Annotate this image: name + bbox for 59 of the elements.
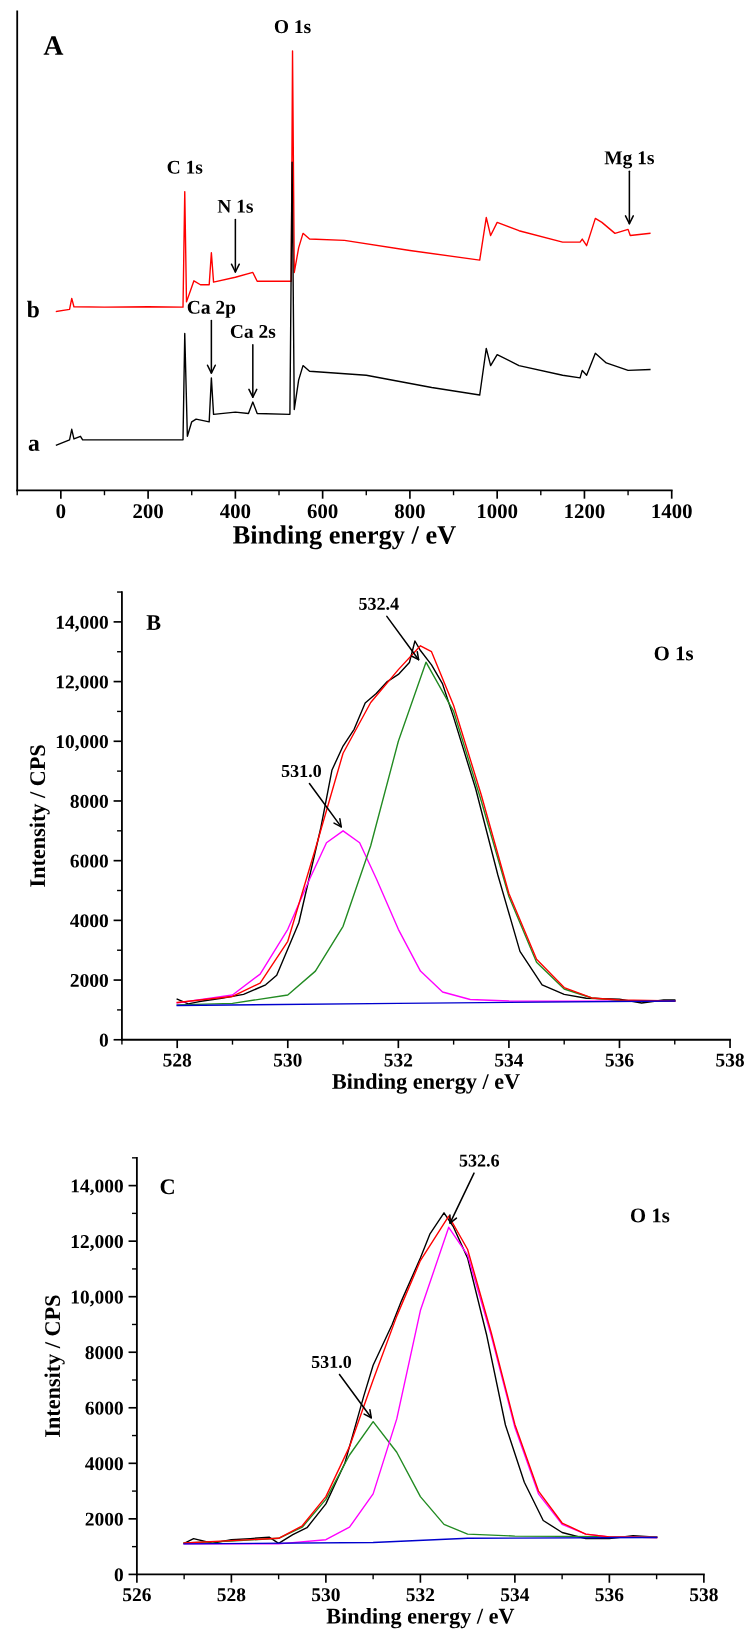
- annotation: B: [146, 615, 161, 630]
- x-tick-label: 200: [133, 504, 163, 519]
- x-tick-label: 534: [495, 1053, 524, 1067]
- x-tick-label: 530: [312, 1588, 340, 1602]
- x-tick-label: 536: [595, 1588, 624, 1602]
- annotation: O 1s: [630, 1208, 670, 1223]
- y-tick-label: 8000: [85, 1346, 123, 1360]
- x-tick-label: 538: [716, 1053, 744, 1067]
- annotation: C 1s: [167, 160, 203, 174]
- y-axis-title: Intensity / CPS: [44, 1295, 65, 1437]
- y-tick-label: 10,000: [71, 1290, 123, 1307]
- x-tick-label: 600: [307, 504, 338, 519]
- annotation: Mg 1s: [604, 151, 655, 169]
- x-tick-label: 538: [690, 1588, 718, 1602]
- annotation: Ca 2s: [230, 324, 276, 339]
- annotation: N 1s: [217, 199, 253, 213]
- line-series: [183, 1536, 658, 1545]
- x-tick-label: 528: [217, 1588, 246, 1602]
- annotation: C: [160, 1179, 174, 1195]
- y-tick-label: 0: [99, 1033, 108, 1047]
- y-tick-label: 0: [114, 1568, 123, 1582]
- y-tick-label: 4000: [85, 1457, 123, 1471]
- y-tick-label: 12,000: [71, 1234, 123, 1251]
- series-label: a: [28, 439, 40, 452]
- annotation: 532.4: [359, 597, 399, 610]
- y-tick-label: 2000: [85, 1512, 123, 1526]
- y-tick-label: 14,000: [71, 1179, 123, 1196]
- annotation: 532.6: [459, 1154, 500, 1167]
- x-tick-label: 528: [163, 1053, 192, 1067]
- y-tick-label: 2000: [70, 973, 108, 987]
- y-tick-label: 6000: [85, 1401, 123, 1415]
- y-tick-label: 4000: [70, 914, 108, 928]
- y-axis-title: Intensity / CPS: [29, 745, 50, 887]
- x-tick-label: 532: [406, 1588, 435, 1602]
- x-axis-title: Binding energy / eV: [332, 1073, 520, 1094]
- x-tick-label: 800: [394, 504, 425, 519]
- y-tick-label: 8000: [70, 794, 108, 808]
- x-tick-label: 1400: [652, 504, 692, 519]
- x-tick-label: 1000: [478, 504, 518, 519]
- x-tick-label: 526: [123, 1588, 151, 1602]
- annotation: 531.0: [311, 1355, 352, 1369]
- x-tick-label: 536: [605, 1053, 634, 1067]
- x-tick-label: 1200: [565, 504, 605, 519]
- annotation: 531.0: [281, 764, 322, 778]
- y-tick-label: 14,000: [56, 615, 108, 632]
- y-tick-label: 10,000: [56, 735, 108, 752]
- x-tick-label: 532: [384, 1053, 413, 1067]
- y-tick-label: 12,000: [56, 675, 108, 692]
- x-tick-label: 400: [220, 504, 251, 519]
- annotation: O 1s: [654, 646, 694, 661]
- annotation: A: [43, 36, 64, 55]
- x-tick-label: 530: [273, 1053, 302, 1067]
- annotation: O 1s: [274, 20, 311, 34]
- y-tick-label: 6000: [70, 854, 108, 868]
- annotation: Ca 2p: [187, 300, 236, 318]
- x-tick-label: 534: [501, 1588, 530, 1602]
- x-axis-title: Binding energy / eV: [326, 1608, 515, 1629]
- series-label: b: [26, 300, 39, 318]
- x-axis-title: Binding energy / eV: [233, 525, 456, 550]
